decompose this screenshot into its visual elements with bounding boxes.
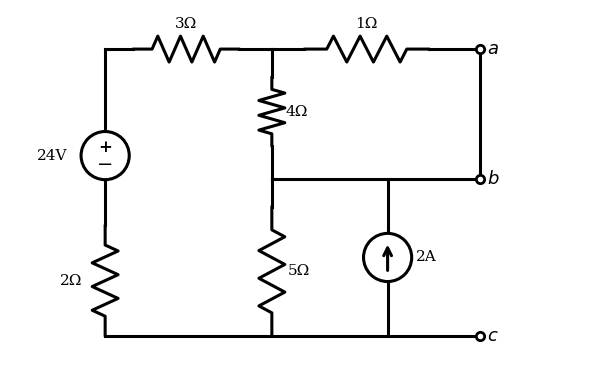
Text: 2A: 2A xyxy=(417,250,437,264)
Text: 24V: 24V xyxy=(37,149,67,162)
Text: 4Ω: 4Ω xyxy=(286,105,308,118)
Text: $a$: $a$ xyxy=(487,40,499,58)
Text: 2Ω: 2Ω xyxy=(60,274,82,288)
Text: −: − xyxy=(97,156,113,174)
Text: $b$: $b$ xyxy=(487,170,500,188)
Text: 3Ω: 3Ω xyxy=(175,18,197,32)
Text: $c$: $c$ xyxy=(487,327,499,345)
Text: 5Ω: 5Ω xyxy=(288,264,310,278)
Text: +: + xyxy=(98,139,112,156)
Circle shape xyxy=(81,132,129,180)
Circle shape xyxy=(363,233,412,282)
Text: 1Ω: 1Ω xyxy=(356,18,378,32)
